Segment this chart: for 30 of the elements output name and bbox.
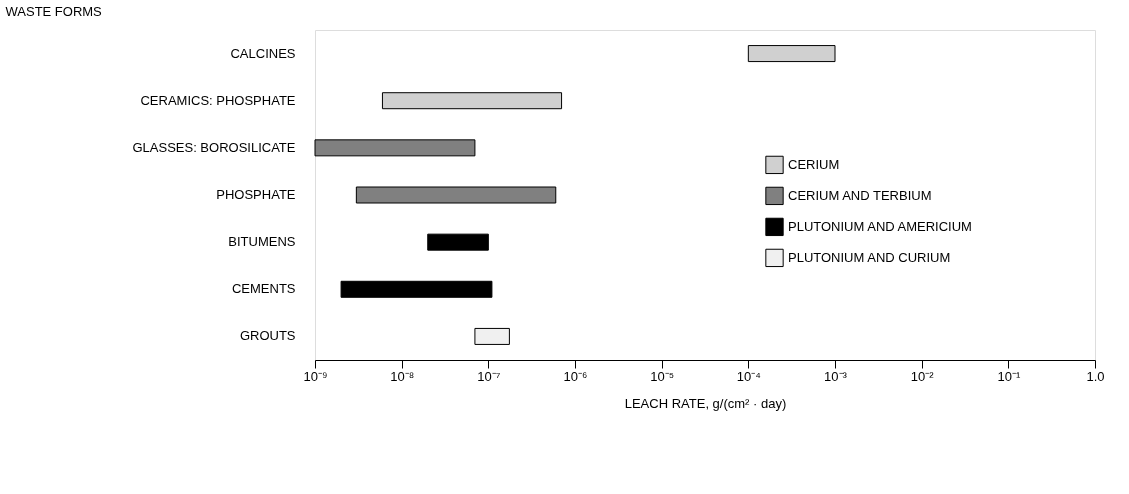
bar	[474, 327, 510, 345]
y-tick-label: CALCINES	[230, 45, 296, 61]
y-tick-label: GROUTS	[239, 328, 296, 344]
y-tick-label: PHOSPHATE	[216, 187, 296, 202]
y-tick-label: CEMENTS	[231, 281, 296, 297]
y-tick-label: BITUMENS	[228, 234, 296, 250]
x-tick-label: 10⁻²	[910, 368, 935, 384]
x-tick-label: 1.0	[1086, 368, 1105, 384]
bar	[314, 139, 476, 157]
x-tick-label: 10⁻¹	[997, 368, 1021, 384]
y-axis-title: WASTE FORMS	[5, 3, 103, 19]
x-tick-label: 10⁻⁵	[650, 368, 675, 384]
bar	[340, 280, 493, 298]
legend-label: PLUTONIUM AND CURIUM	[788, 249, 951, 265]
bar	[747, 45, 836, 63]
x-tick-label: 10⁻³	[824, 368, 848, 384]
x-tick-label: 10⁻⁸	[390, 368, 415, 384]
x-tick-label: 10⁻⁴	[736, 368, 761, 384]
y-tick-label: GLASSES: BOROSILICATE	[132, 139, 296, 155]
bar	[427, 233, 489, 251]
x-axis-title: LEACH RATE, g/(cm² · day)	[624, 395, 787, 411]
x-tick-label: 10⁻⁹	[303, 368, 328, 384]
y-tick-label: CERAMICS: PHOSPHATE	[140, 92, 296, 108]
bar	[381, 92, 563, 110]
legend-label: PLUTONIUM AND AMERICIUM	[788, 218, 972, 234]
bar	[355, 186, 557, 204]
legend-label: CERIUM AND TERBIUM	[788, 187, 932, 203]
x-tick-label: 10⁻⁶	[563, 368, 588, 384]
x-tick-label: 10⁻⁷	[477, 368, 501, 384]
legend-label: CERIUM	[788, 156, 840, 172]
